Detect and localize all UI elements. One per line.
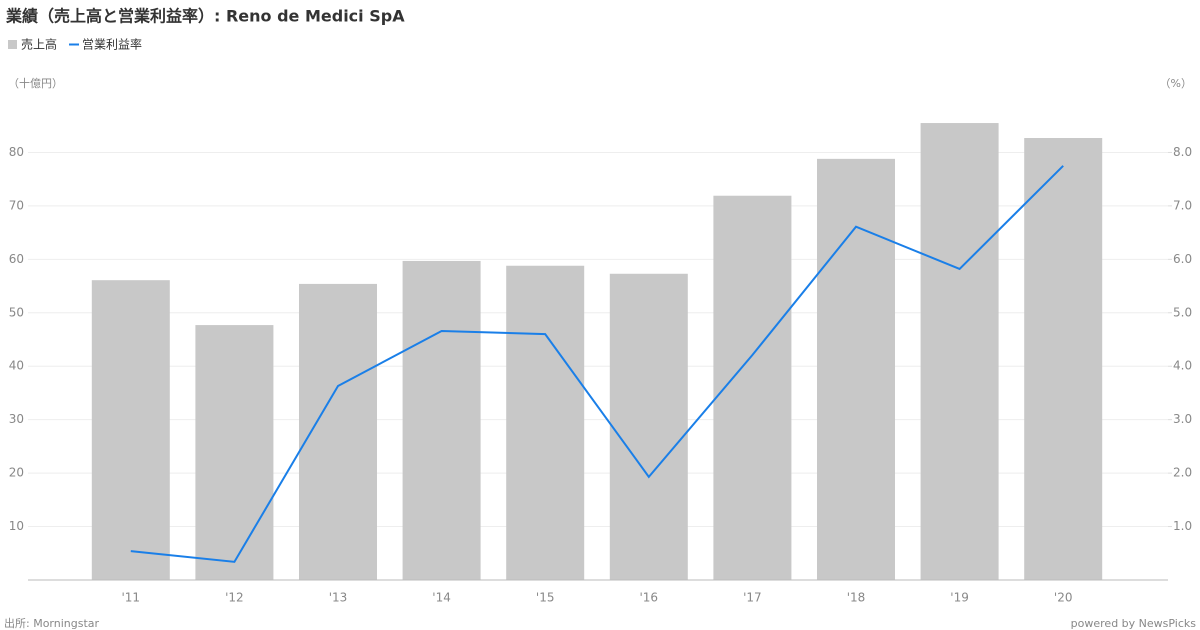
y-tick-label: 80 [9,145,24,159]
y-tick-label: 10 [9,519,24,533]
chart-title: 業績（売上高と営業利益率）: Reno de Medici SpA [5,7,405,26]
y2-tick-label: 8.0 [1173,145,1192,159]
x-tick-label: '20 [1054,591,1073,605]
x-tick-label: '17 [743,591,762,605]
source: 出所: Morningstar [4,616,100,630]
y-tick-label: 30 [9,412,24,426]
bar [1024,138,1103,580]
credit: powered by NewsPicks [1071,617,1197,630]
y2-tick-label: 4.0 [1173,359,1192,373]
legend-swatch [8,40,17,49]
x-tick-label: '16 [640,591,659,605]
x-tick-label: '13 [329,591,348,605]
y-tick-label: 20 [9,466,24,480]
y2-tick-label: 6.0 [1173,252,1192,266]
y2-axis-label: （%） [1160,77,1192,90]
x-tick-label: '15 [536,591,555,605]
bar [506,265,585,580]
bar [402,260,481,580]
y2-tick-label: 3.0 [1173,412,1192,426]
x-tick-label: '19 [950,591,969,605]
legend-label: 売上高 [21,37,57,52]
x-tick-label: '18 [847,591,866,605]
x-tick-label: '12 [225,591,244,605]
line [130,165,1064,563]
y2-tick-label: 2.0 [1173,466,1192,480]
bar [195,325,274,580]
y2-tick-label: 7.0 [1173,198,1192,212]
y-tick-label: 50 [9,305,24,319]
y-tick-label: 70 [9,198,24,212]
bar [920,123,999,581]
y-tick-label: 40 [9,359,24,373]
bar [713,195,792,581]
bar [91,280,170,580]
bar [609,273,688,580]
x-tick-label: '14 [432,591,451,605]
bar [817,158,895,580]
y-tick-label: 60 [9,252,24,266]
y2-tick-label: 1.0 [1173,519,1192,533]
x-tick-label: '11 [122,591,141,605]
legend-label: 営業利益率 [82,37,142,52]
y-axis-label: （十億円） [8,76,63,90]
y2-tick-label: 5.0 [1173,305,1192,319]
